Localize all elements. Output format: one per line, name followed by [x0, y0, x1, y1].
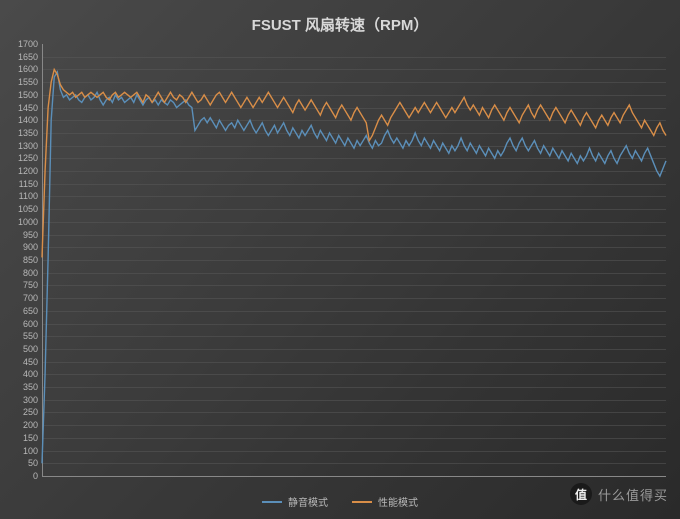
y-tick-label: 500: [4, 344, 38, 354]
y-tick-label: 200: [4, 420, 38, 430]
y-tick-label: 100: [4, 446, 38, 456]
y-tick-label: 250: [4, 407, 38, 417]
legend-label-silent: 静音模式: [288, 494, 328, 509]
y-tick-label: 1350: [4, 128, 38, 138]
legend-swatch-silent: [262, 501, 282, 503]
y-tick-label: 400: [4, 369, 38, 379]
y-tick-label: 50: [4, 458, 38, 468]
y-tick-label: 850: [4, 255, 38, 265]
y-tick-label: 1600: [4, 64, 38, 74]
y-tick-label: 1650: [4, 52, 38, 62]
y-tick-label: 700: [4, 293, 38, 303]
y-tick-label: 150: [4, 433, 38, 443]
y-tick-label: 450: [4, 357, 38, 367]
legend-label-performance: 性能模式: [378, 494, 418, 509]
y-tick-label: 1200: [4, 166, 38, 176]
chart-lines: [42, 44, 666, 476]
x-axis-line: [42, 476, 666, 477]
y-tick-label: 1400: [4, 115, 38, 125]
y-tick-label: 800: [4, 268, 38, 278]
y-tick-label: 1300: [4, 141, 38, 151]
y-tick-label: 650: [4, 306, 38, 316]
chart-title: FSUST 风扇转速（RPM）: [0, 14, 680, 35]
watermark: 值 什么值得买: [570, 483, 668, 505]
legend-swatch-performance: [352, 501, 372, 503]
y-tick-label: 0: [4, 471, 38, 481]
y-tick-label: 300: [4, 395, 38, 405]
chart-container: FSUST 风扇转速（RPM） 0 50 100 150 200 250 300 350 400…: [0, 0, 680, 519]
series-line-0: [42, 72, 666, 463]
y-tick-label: 600: [4, 319, 38, 329]
y-tick-label: 550: [4, 331, 38, 341]
watermark-badge: 值: [570, 483, 592, 505]
y-tick-label: 1100: [4, 191, 38, 201]
watermark-text: 什么值得买: [598, 485, 668, 504]
legend-item-silent: 静音模式: [262, 494, 328, 509]
y-tick-label: 1500: [4, 90, 38, 100]
y-tick-label: 1000: [4, 217, 38, 227]
y-tick-label: 900: [4, 242, 38, 252]
y-tick-label: 950: [4, 230, 38, 240]
y-tick-label: 1050: [4, 204, 38, 214]
y-tick-label: 1550: [4, 77, 38, 87]
y-tick-label: 1700: [4, 39, 38, 49]
y-tick-label: 750: [4, 280, 38, 290]
y-tick-label: 1150: [4, 179, 38, 189]
legend-item-performance: 性能模式: [352, 494, 418, 509]
y-tick-label: 1250: [4, 153, 38, 163]
y-tick-label: 350: [4, 382, 38, 392]
y-tick-label: 1450: [4, 103, 38, 113]
